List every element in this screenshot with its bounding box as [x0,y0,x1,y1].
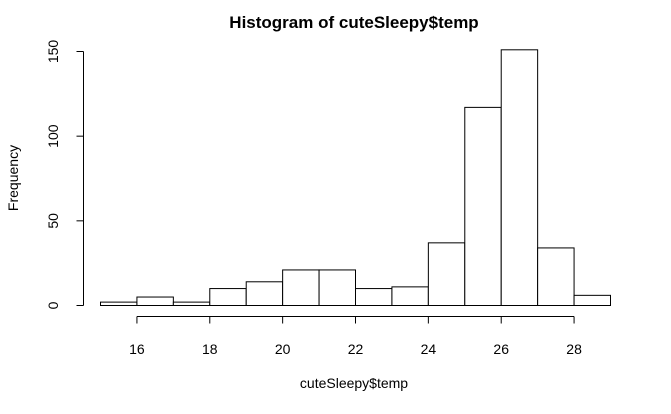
x-axis-tick-label: 28 [566,341,582,357]
histogram-bar [318,269,357,307]
histogram-bar [209,288,247,307]
histogram-bar [172,301,211,307]
x-axis-tick-label: 20 [275,341,291,357]
chart-title: Histogram of cuteSleepy$temp [229,13,478,32]
histogram-bar [500,49,539,306]
histogram-bar [573,294,611,306]
histogram-bars [100,49,611,307]
y-axis-tick-label: 100 [45,124,61,148]
x-axis-tick-label: 16 [129,341,145,357]
histogram-bar [100,301,138,307]
histogram-bar [537,247,575,306]
y-axis-tick-label: 150 [45,40,61,64]
x-axis: 16 18 20 22 24 26 28 [129,316,582,357]
histogram-bar [427,242,466,306]
y-axis-tick-label: 0 [45,301,61,309]
x-axis-tick-label: 18 [202,341,218,357]
y-axis-tick-label: 50 [45,213,61,229]
x-axis-tick-label: 24 [421,341,437,357]
x-axis-label: cuteSleepy$temp [300,375,408,391]
histogram-bar [245,281,284,307]
x-axis-tick-label: 26 [493,341,509,357]
y-axis: 0 50 100 150 [45,40,84,309]
histogram-bar [355,288,393,307]
histogram-bar [136,296,174,306]
histogram-bar [391,286,429,306]
x-axis-tick-label: 22 [348,341,364,357]
histogram-bar [282,269,320,307]
y-axis-label: Frequency [5,145,21,211]
histogram-bar [464,106,502,306]
